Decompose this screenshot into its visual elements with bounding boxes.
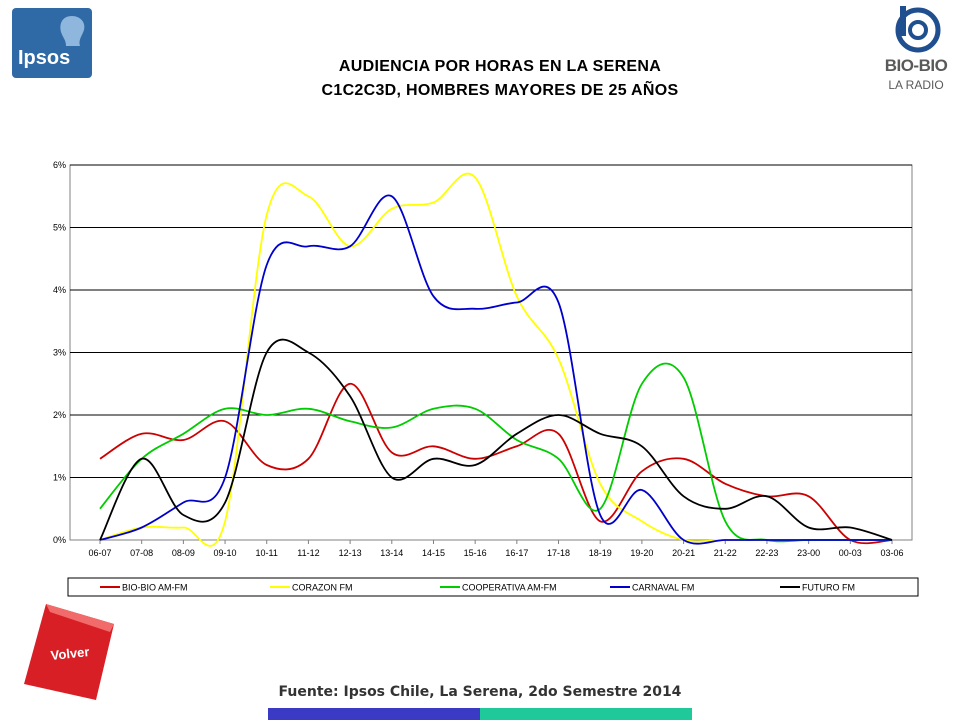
x-tick-label: 07-08 xyxy=(130,548,153,558)
x-tick-label: 00-03 xyxy=(839,548,862,558)
ipsos-logo-text: Ipsos xyxy=(18,47,71,69)
ipsos-logo: Ipsos xyxy=(12,8,92,78)
line-chart: 0% 1% 2% 3% 4% 5% 6% 06-07 07-08 08-09 09-10 10-11 1… xyxy=(53,160,919,597)
legend xyxy=(67,577,919,597)
x-tick-label: 18-19 xyxy=(589,548,612,558)
x-tick-label: 19-20 xyxy=(630,548,653,558)
x-tick-label: 06-07 xyxy=(88,548,111,558)
volver-shape-icon xyxy=(24,604,114,700)
x-tick-label: 03-06 xyxy=(880,548,903,558)
biobio-logo: BIO-BIO LA RADIO xyxy=(880,4,952,100)
x-tick-label: 15-16 xyxy=(464,548,487,558)
y-tick-label: 5% xyxy=(53,223,66,233)
source-footnote: Fuente: Ipsos Chile, La Serena, 2do Seme… xyxy=(278,684,682,700)
series-line-carnaval-fm xyxy=(99,194,892,545)
biobio-radio-icon xyxy=(895,6,941,53)
y-tick-label: 1% xyxy=(53,473,66,483)
y-tick-label: 0% xyxy=(53,535,66,545)
x-tick-label: 09-10 xyxy=(214,548,237,558)
biobio-logo-subtext: LA RADIO xyxy=(888,78,944,92)
ipsos-head-icon xyxy=(60,16,85,46)
legend-label: COOPERATIVA AM-FM xyxy=(462,583,557,593)
chart-title-line1: AUDIENCIA POR HORAS EN LA SERENA xyxy=(338,58,662,75)
y-tick-label: 4% xyxy=(53,285,66,295)
legend-label: BIO-BIO AM-FM xyxy=(122,583,188,593)
x-tick-label: 21-22 xyxy=(714,548,737,558)
x-tick-label: 11-12 xyxy=(297,548,319,558)
x-tick-label: 16-17 xyxy=(505,548,528,558)
legend-label: CORAZON FM xyxy=(292,583,353,593)
biobio-logo-text: BIO-BIO xyxy=(884,56,948,75)
y-tick-label: 6% xyxy=(53,160,66,170)
y-tick-label: 2% xyxy=(53,410,66,420)
x-tick-label: 23-00 xyxy=(797,548,820,558)
chart-title-line2: C1C2C3D, HOMBRES MAYORES DE 25 AÑOS xyxy=(321,82,679,99)
x-tick-label: 12-13 xyxy=(339,548,362,558)
x-tick-label: 13-14 xyxy=(380,548,403,558)
x-tick-label: 22-23 xyxy=(755,548,778,558)
footer-blue-bar xyxy=(268,708,480,720)
legend-label: CARNAVAL FM xyxy=(632,583,694,593)
legend-label: FUTURO FM xyxy=(802,583,855,593)
x-tick-label: 08-09 xyxy=(172,548,195,558)
series-line-bio-bio-am-fm xyxy=(99,382,893,545)
y-tick-label: 3% xyxy=(53,348,66,358)
volver-button[interactable]: Volver xyxy=(24,604,116,700)
x-tick-label: 10-11 xyxy=(256,548,278,558)
x-tick-label: 17-18 xyxy=(547,548,570,558)
x-tick-label: 20-21 xyxy=(672,548,695,558)
x-tick-label: 14-15 xyxy=(422,548,445,558)
series-line-futuro-fm xyxy=(99,338,893,541)
footer-green-bar xyxy=(480,708,692,720)
